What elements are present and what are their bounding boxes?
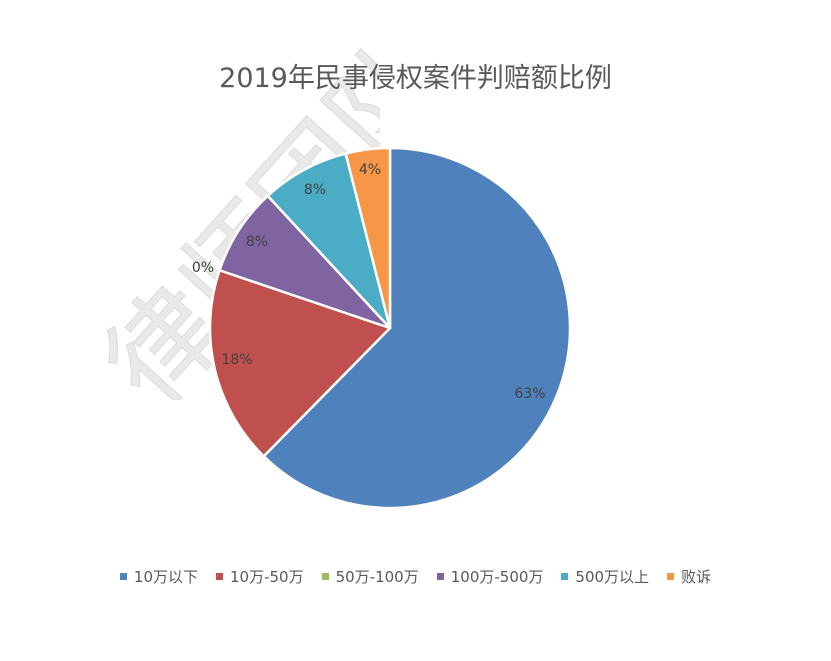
legend-swatch (216, 573, 223, 580)
legend-label: 败诉 (681, 568, 712, 586)
legend-swatch (321, 573, 329, 580)
data-label-5: 4% (359, 162, 381, 178)
legend-item-5: 败诉 (667, 566, 711, 587)
legend-swatch (436, 573, 444, 580)
data-label-0: 63% (514, 386, 545, 402)
pie-slice-5 (344, 146, 392, 330)
legend-item-4: 500万以上 (561, 566, 649, 587)
pie-slice-4 (266, 152, 392, 330)
pie-slice-1 (208, 269, 392, 458)
pie-slice-0 (262, 146, 572, 510)
data-label-3: 8% (246, 234, 268, 250)
data-label-2: 0% (192, 260, 214, 276)
legend-label: 100万-500万 (450, 568, 544, 586)
legend-swatch (667, 573, 675, 580)
legend-item-2: 50万-100万 (321, 566, 419, 587)
pie-slice-3 (218, 194, 392, 330)
legend-item-1: 10万-50万 (216, 566, 304, 587)
data-label-1: 18% (221, 352, 252, 368)
legend-swatch (561, 573, 569, 580)
legend-item-3: 100万-500万 (436, 566, 544, 587)
legend-label: 10万-50万 (230, 568, 304, 586)
data-label-4: 8% (304, 182, 326, 198)
chart-title: 2019年民事侵权案件判赔额比例 (219, 63, 612, 94)
legend-label: 50万-100万 (335, 568, 419, 586)
legend-label: 10万以下 (133, 568, 198, 586)
chart-legend: 10万以下 10万-50万 50万-100万 100万-500万 500万以上 败诉 (0, 566, 831, 587)
legend-swatch (119, 573, 127, 580)
legend-label: 500万以上 (575, 568, 650, 586)
legend-item-0: 10万以下 (119, 566, 198, 587)
